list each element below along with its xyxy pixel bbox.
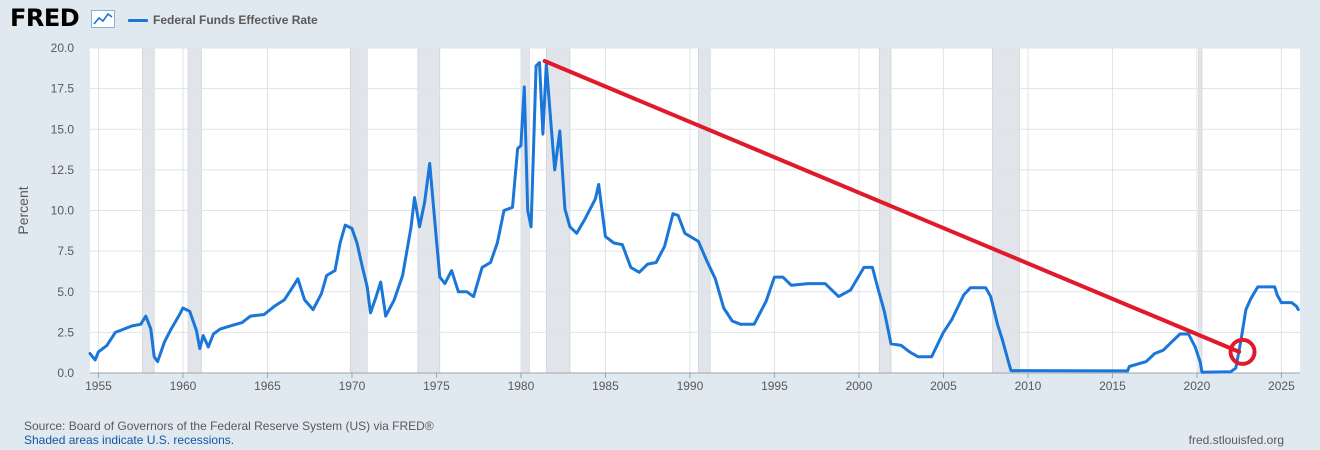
x-tick-label: 1955 (85, 379, 112, 393)
highlight-annotation-circle (1228, 337, 1257, 366)
y-tick-label: 5.0 (57, 285, 74, 299)
legend-label: Federal Funds Effective Rate (153, 13, 318, 27)
x-tick-label: 1960 (170, 379, 197, 393)
x-tick-label: 1970 (339, 379, 366, 393)
x-tick-label: 1965 (254, 379, 281, 393)
series-line (88, 61, 1300, 374)
chart-legend: Federal Funds Effective Rate (128, 13, 318, 27)
legend-swatch (128, 18, 148, 22)
x-tick-label: 2010 (1015, 379, 1042, 393)
x-tick-label: 2020 (1184, 379, 1211, 393)
y-tick-label: 10.0 (51, 204, 75, 218)
source-note: Source: Board of Governors of the Federa… (24, 419, 434, 433)
x-tick-label: 2000 (846, 379, 873, 393)
y-axis-title: Percent (15, 186, 31, 234)
y-tick-label: 12.5 (51, 163, 75, 177)
y-tick-label: 0.0 (57, 366, 74, 380)
y-tick-label: 17.5 (51, 82, 75, 96)
x-tick-label: 1990 (677, 379, 704, 393)
site-url[interactable]: fred.stlouisfed.org (1188, 433, 1284, 447)
x-tick-label: 2005 (930, 379, 957, 393)
y-tick-label: 15.0 (51, 122, 75, 136)
x-tick-label: 2025 (1268, 379, 1295, 393)
y-tick-label: 7.5 (57, 244, 74, 258)
trend-annotation-line (542, 59, 1242, 354)
x-tick-label: 1975 (423, 379, 450, 393)
fred-logo[interactable]: FRED (10, 4, 80, 32)
y-tick-label: 20.0 (51, 41, 75, 55)
y-tick-label: 2.5 (57, 325, 74, 339)
x-tick-label: 2015 (1099, 379, 1126, 393)
line-chart-icon (91, 10, 115, 28)
x-tick-label: 1985 (592, 379, 619, 393)
x-tick-label: 1995 (761, 379, 788, 393)
recession-note: Shaded areas indicate U.S. recessions. (24, 433, 235, 447)
x-tick-label: 1980 (508, 379, 535, 393)
